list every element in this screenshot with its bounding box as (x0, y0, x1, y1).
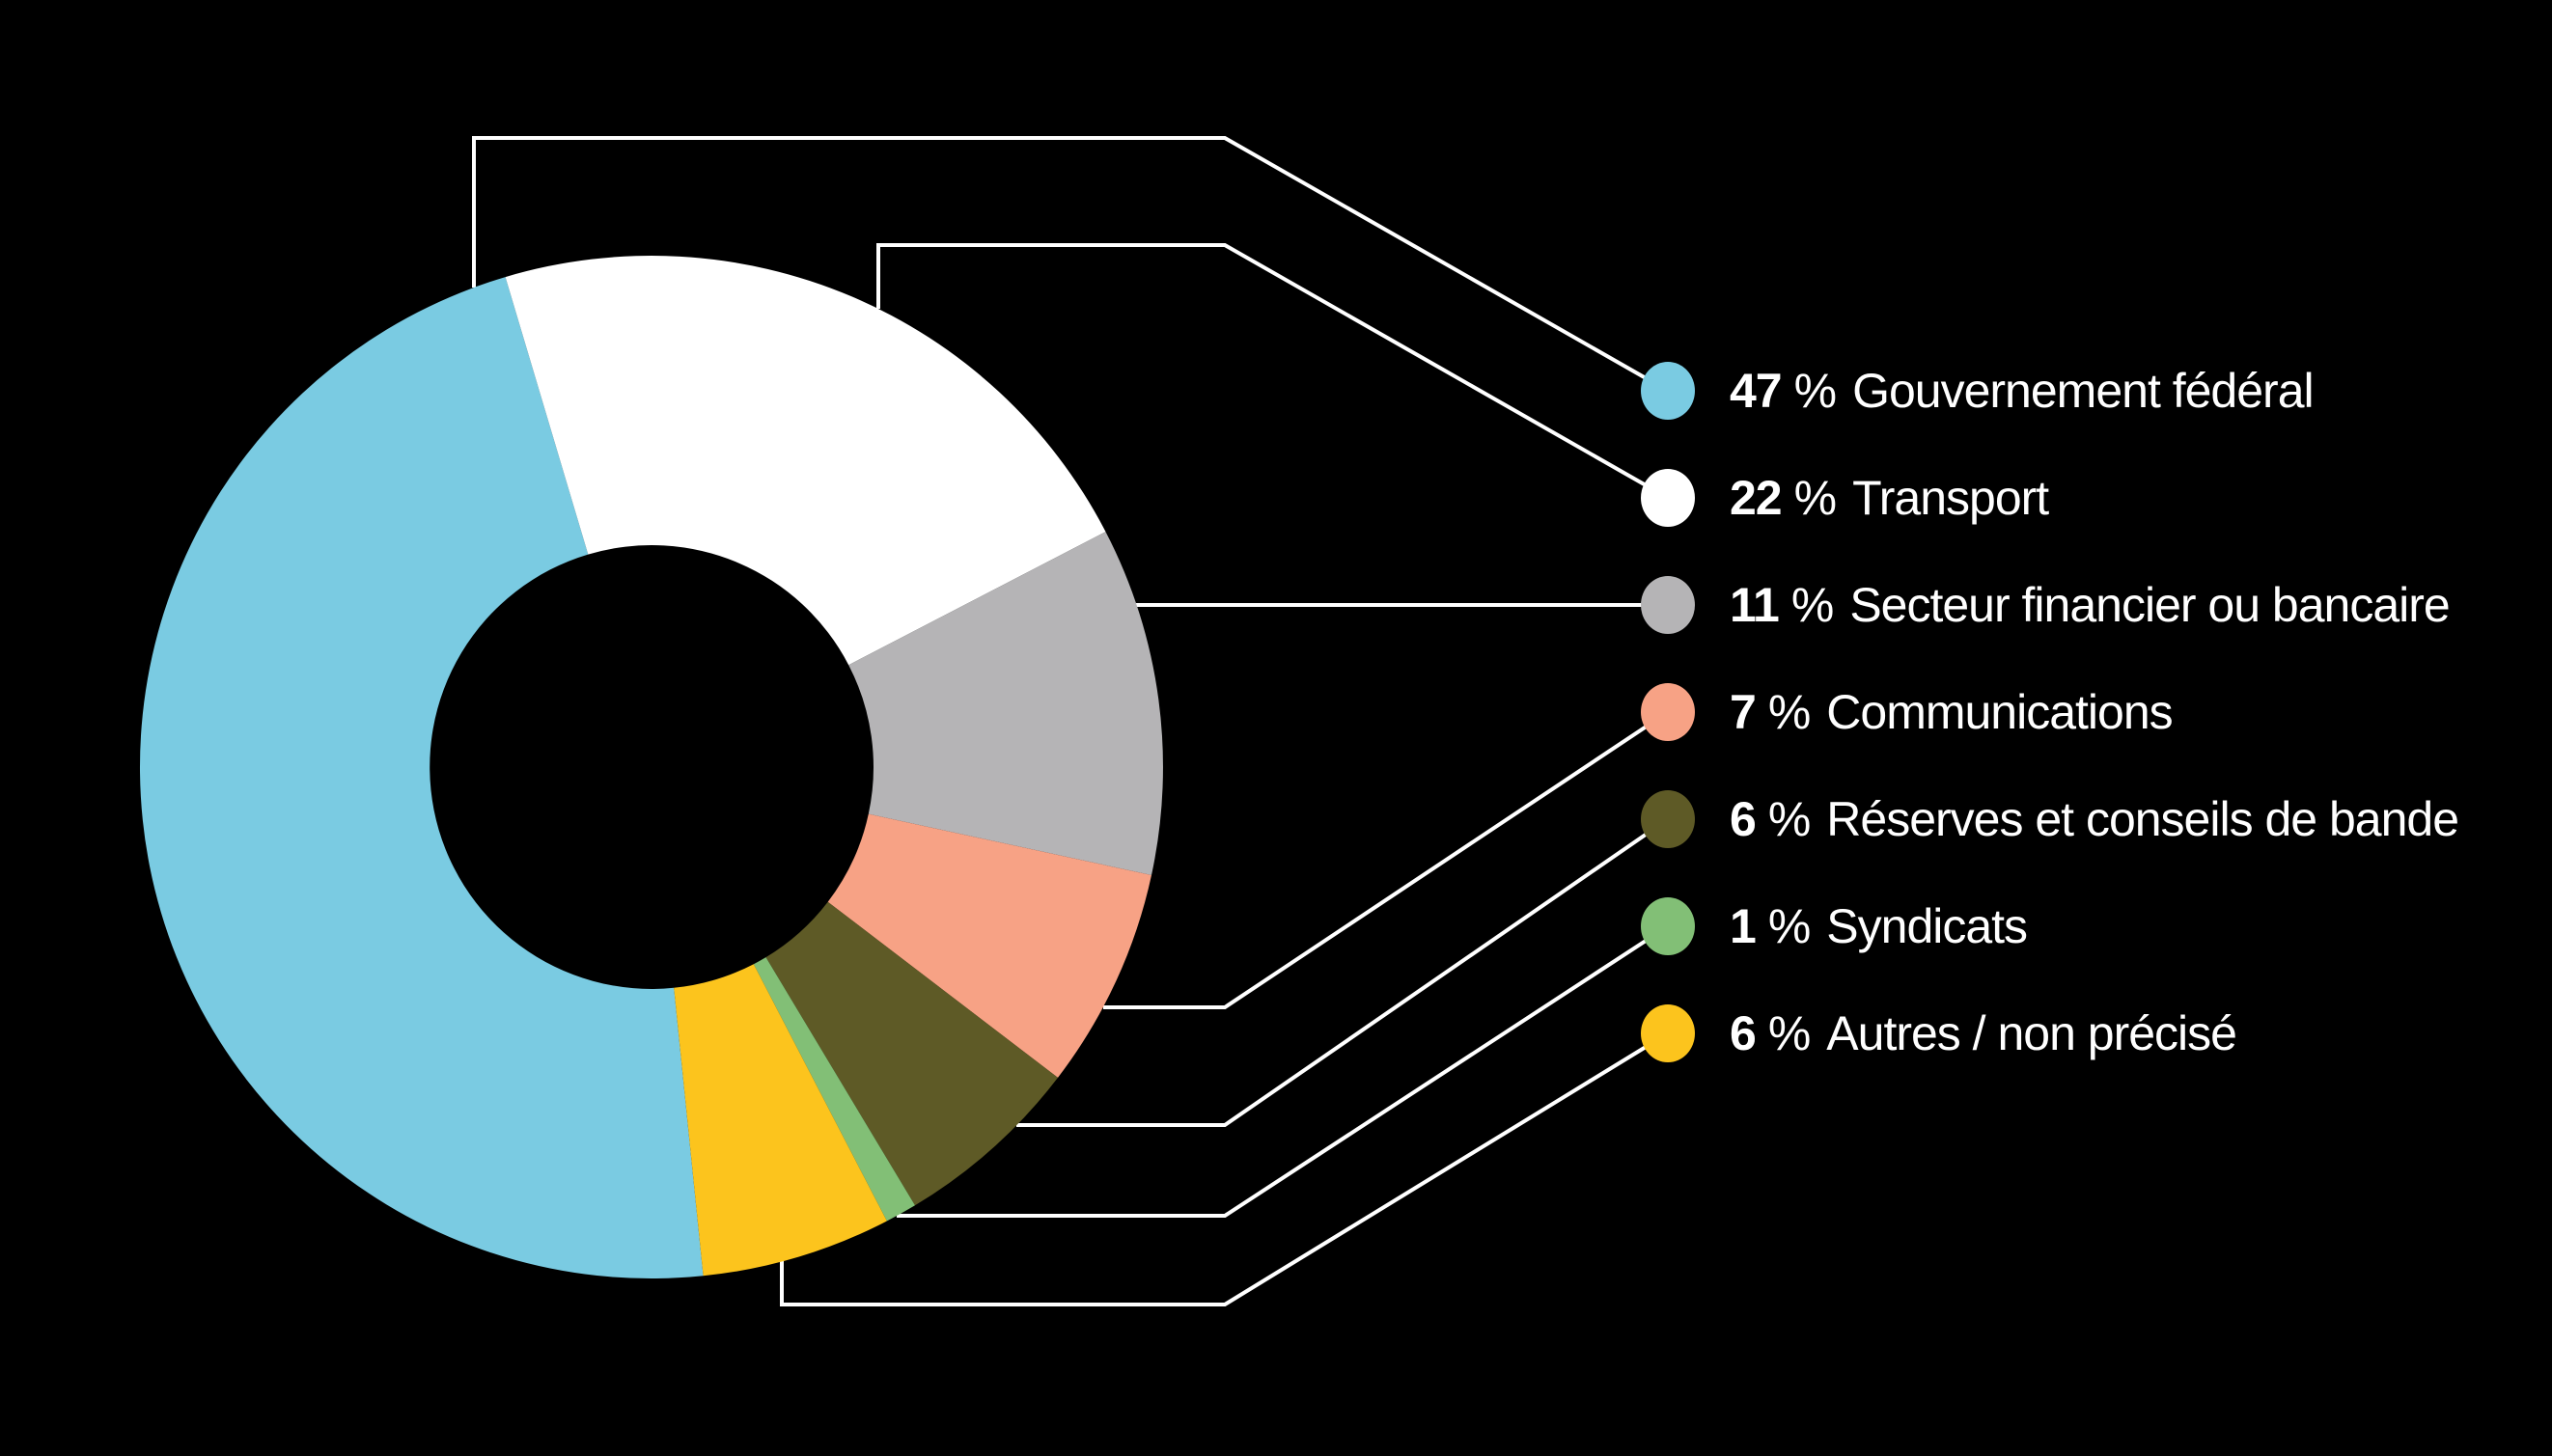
percent-sign: % (1793, 471, 1837, 525)
pie-slice-communications (827, 813, 1151, 1078)
legend-item-reserves-conseils-de-bande: 6% Réserves et conseils de bande (1641, 790, 2459, 848)
legend-text: 11% Secteur financier ou bancaire (1730, 576, 2451, 634)
legend-item-communications: 7% Communications (1641, 683, 2174, 741)
legend-dot-communications (1641, 683, 1695, 741)
pie-slice-gouvernement-federal (139, 277, 704, 1279)
legend-dot-secteur-financier (1641, 576, 1695, 634)
percent-sign: % (1767, 899, 1811, 953)
legend-text: 7% Communications (1730, 683, 2174, 741)
legend-dot-syndicats (1641, 897, 1695, 955)
leader-line-reserves-conseils-de-bande (1016, 817, 1670, 1127)
legend-text: 22% Transport (1730, 469, 2049, 527)
legend-text: 1% Syndicats (1730, 897, 2028, 955)
leader-line-autres-non-precise (780, 1031, 1670, 1306)
legend-value: 1 (1730, 899, 1757, 953)
leader-line-transport (876, 243, 1669, 500)
legend-value: 6 (1730, 1006, 1757, 1060)
legend-label: Communications (1826, 685, 2173, 739)
legend-item-syndicats: 1% Syndicats (1641, 897, 2028, 955)
percent-sign: % (1767, 792, 1811, 846)
legend-label: Syndicats (1826, 899, 2028, 953)
legend-text: 6% Autres / non précisé (1730, 1004, 2237, 1062)
legend-dot-autres-non-precise (1641, 1004, 1695, 1062)
pie-slice-syndicats (753, 957, 915, 1222)
legend-value: 7 (1730, 685, 1757, 739)
legend-item-autres-non-precise: 6% Autres / non précisé (1641, 1004, 2237, 1062)
legend-dot-gouvernement-federal (1641, 362, 1695, 420)
legend-label: Secteur financier ou bancaire (1849, 578, 2450, 632)
percent-sign: % (1790, 578, 1834, 632)
leader-line-communications (1103, 710, 1670, 1009)
legend-label: Gouvernement fédéral (1852, 364, 2315, 418)
legend-value: 6 (1730, 792, 1757, 846)
legend-label: Autres / non précisé (1826, 1006, 2237, 1060)
legend-label: Réserves et conseils de bande (1826, 792, 2459, 846)
legend-value: 47 (1730, 364, 1783, 418)
legend-item-secteur-financier: 11% Secteur financier ou bancaire (1641, 576, 2451, 634)
legend-dot-transport (1641, 469, 1695, 527)
leader-line-syndicats (897, 924, 1670, 1218)
legend-text: 6% Réserves et conseils de bande (1730, 790, 2459, 848)
leader-lines (472, 136, 1670, 1306)
legend-text: 47% Gouvernement fédéral (1730, 362, 2315, 420)
pie-slice-autres-non-precise (674, 964, 887, 1277)
percent-sign: % (1767, 1006, 1811, 1060)
donut-slices (139, 256, 1163, 1279)
percent-sign: % (1793, 364, 1837, 418)
legend-dot-reserves-conseils-de-bande (1641, 790, 1695, 848)
pie-slice-transport (505, 256, 1106, 666)
leader-line-gouvernement-federal (472, 136, 1669, 393)
pie-slice-secteur-financier (848, 532, 1163, 875)
pie-slice-reserves-conseils-de-bande (765, 901, 1058, 1206)
legend-item-gouvernement-federal: 47% Gouvernement fédéral (1641, 362, 2315, 420)
legend-label: Transport (1852, 471, 2049, 525)
percent-sign: % (1767, 685, 1811, 739)
legend-value: 11 (1730, 578, 1780, 632)
legend-value: 22 (1730, 471, 1783, 525)
legend-item-transport: 22% Transport (1641, 469, 2049, 527)
